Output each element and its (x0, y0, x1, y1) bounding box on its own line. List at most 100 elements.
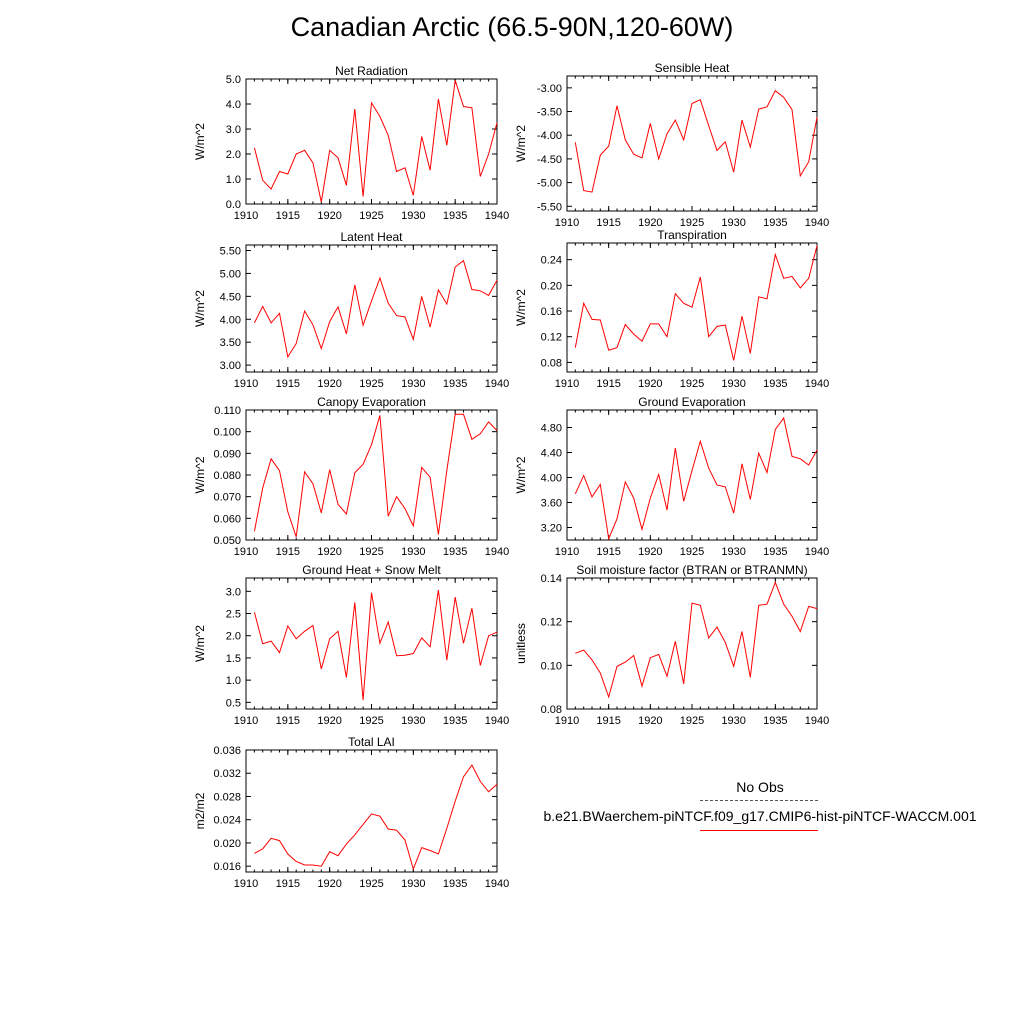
panel-title: Transpiration (657, 228, 727, 242)
y-tick-label: 3.60 (541, 498, 562, 510)
x-tick-label: 1920 (638, 217, 662, 229)
x-tick-label: 1940 (485, 210, 509, 222)
panel-7: Ground Heat + Snow Melt W/m^2 1910 1915 1920… (193, 563, 509, 727)
series-line (253, 413, 498, 537)
series-line (574, 416, 818, 541)
x-tick-label: 1935 (443, 878, 467, 890)
y-tick-label: 4.80 (541, 423, 562, 435)
x-tick-label: 1915 (596, 546, 620, 558)
y-tick-label: 0.060 (213, 513, 241, 525)
series-line (253, 259, 498, 359)
panel-title: Ground Heat + Snow Melt (302, 563, 441, 577)
x-tick-label: 1915 (596, 715, 620, 727)
x-tick-label: 1940 (485, 546, 509, 558)
x-tick-label: 1915 (276, 210, 300, 222)
x-tick-label: 1915 (596, 217, 620, 229)
series-line (574, 89, 818, 193)
x-tick-label: 1935 (443, 715, 467, 727)
panel-5: Canopy Evaporation W/m^2 1910 1915 1920 1925 1… (193, 395, 509, 558)
x-tick-label: 1935 (443, 378, 467, 390)
y-tick-label: 0.08 (541, 704, 562, 716)
series-line (253, 80, 498, 203)
y-tick-label: 0.24 (541, 255, 562, 267)
series-line (574, 245, 818, 361)
y-tick-label: 3.20 (541, 523, 562, 535)
y-tick-label: 0.070 (213, 492, 241, 504)
y-tick-label: 3.50 (220, 337, 241, 349)
y-tick-label: 5.00 (220, 268, 241, 280)
panel-title: Latent Heat (340, 230, 403, 244)
x-tick-label: 1935 (443, 210, 467, 222)
y-tick-label: 0.20 (541, 280, 562, 292)
x-tick-label: 1910 (555, 378, 579, 390)
y-tick-label: 4.50 (220, 291, 241, 303)
y-tick-label: -4.50 (537, 154, 562, 166)
y-tick-label: 4.00 (541, 473, 562, 485)
x-tick-label: 1925 (359, 378, 383, 390)
x-tick-label: 1930 (721, 715, 745, 727)
figure-title: Canadian Arctic (66.5-90N,120-60W) (290, 12, 734, 42)
x-tick-label: 1935 (763, 217, 787, 229)
y-tick-label: 3.0 (226, 124, 241, 136)
legend-obs-line (700, 800, 818, 801)
y-tick-label: 2.5 (226, 609, 241, 621)
panel-8: Soil moisture factor (BTRAN or BTRANMN) u… (514, 563, 829, 727)
x-tick-label: 1940 (485, 378, 509, 390)
y-tick-label: 3.00 (220, 360, 241, 372)
plot-frame (566, 75, 818, 212)
y-tick-label: 0.5 (226, 697, 241, 709)
panel-4: Transpiration W/m^2 1910 1915 1920 1925 1930 19… (514, 228, 829, 390)
y-tick-label: 2.0 (226, 631, 241, 643)
x-tick-label: 1930 (721, 546, 745, 558)
y-tick-label: -4.00 (537, 130, 562, 142)
y-axis-label: W/m^2 (193, 123, 207, 160)
x-tick-label: 1925 (359, 878, 383, 890)
x-tick-label: 1920 (317, 878, 341, 890)
y-tick-label: 0.10 (541, 660, 562, 672)
x-tick-label: 1930 (401, 210, 425, 222)
panel-6: Ground Evaporation W/m^2 1910 1915 1920 1925 1… (514, 395, 829, 558)
x-tick-label: 1925 (680, 217, 704, 229)
x-tick-label: 1915 (276, 715, 300, 727)
series-line (575, 581, 818, 699)
y-tick-label: 0.08 (541, 357, 562, 369)
panel-3: Latent Heat W/m^2 1910 1915 1920 1925 1930 1935… (193, 230, 509, 390)
y-axis-label: W/m^2 (193, 290, 207, 327)
panel-title: Sensible Heat (655, 61, 730, 75)
legend-obs-label: No Obs (736, 779, 784, 795)
y-tick-label: 0.16 (541, 306, 562, 318)
y-tick-label: 0.110 (214, 405, 241, 417)
x-tick-label: 1925 (680, 546, 704, 558)
x-tick-label: 1925 (359, 715, 383, 727)
y-tick-label: 0.0 (226, 199, 241, 211)
y-tick-label: -3.00 (537, 83, 562, 95)
y-axis-label: m2/m2 (193, 792, 207, 829)
x-tick-label: 1910 (234, 715, 258, 727)
x-tick-label: 1920 (317, 546, 341, 558)
x-tick-label: 1925 (680, 378, 704, 390)
x-tick-label: 1910 (555, 546, 579, 558)
y-tick-label: 4.0 (226, 99, 241, 111)
y-tick-label: 1.0 (226, 174, 241, 186)
plot-frame (245, 409, 498, 541)
x-tick-label: 1930 (401, 546, 425, 558)
y-axis-label: unitless (514, 623, 528, 664)
x-tick-label: 1925 (359, 210, 383, 222)
plot-frame (245, 78, 498, 205)
y-axis-label: W/m^2 (514, 125, 528, 162)
y-axis-label: W/m^2 (514, 289, 528, 326)
x-tick-label: 1935 (763, 546, 787, 558)
y-tick-label: 4.40 (541, 448, 562, 460)
legend-run-line (700, 830, 818, 831)
x-tick-label: 1920 (638, 715, 662, 727)
y-tick-label: 0.036 (213, 745, 241, 757)
x-tick-label: 1920 (317, 715, 341, 727)
y-tick-label: 0.080 (213, 470, 241, 482)
y-tick-label: 0.028 (213, 791, 241, 803)
series-line (253, 589, 498, 701)
panel-title: Total LAI (348, 735, 395, 749)
x-tick-label: 1910 (234, 878, 258, 890)
y-tick-label: 5.50 (220, 246, 241, 258)
panel-2: Sensible Heat W/m^2 1910 1915 1920 1925 1930 19… (514, 61, 829, 229)
